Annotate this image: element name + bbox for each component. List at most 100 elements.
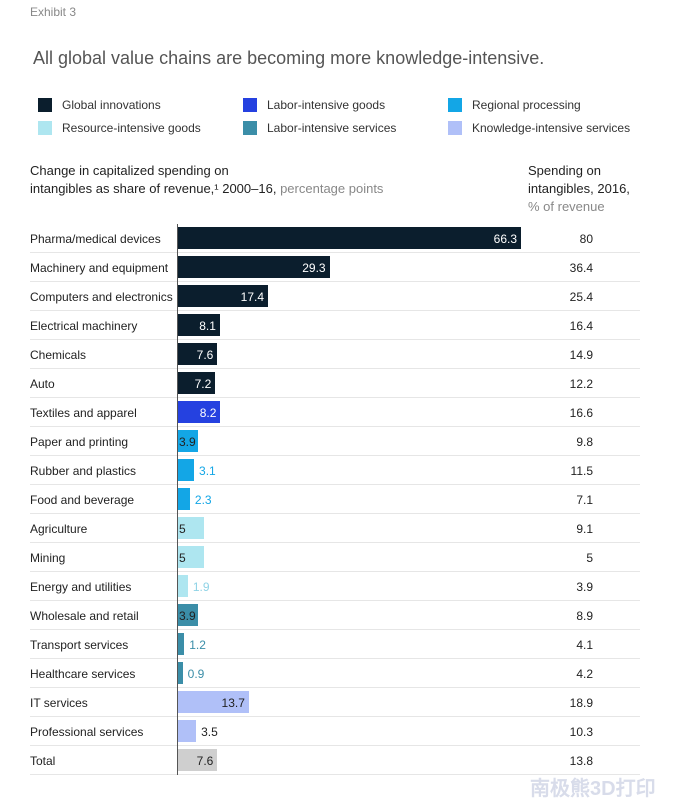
legend-label: Resource-intensive goods [62, 121, 201, 135]
chart-row: Agriculture 5 9.1 [30, 514, 640, 543]
chart-row: Machinery and equipment 29.3 36.4 [30, 253, 640, 282]
left-column-header: Change in capitalized spending on intang… [30, 162, 383, 198]
spending-value: 25.4 [569, 290, 593, 304]
category-label: Computers and electronics [30, 290, 173, 304]
spending-value: 18.9 [569, 696, 593, 710]
category-label: Mining [30, 551, 66, 565]
bar [178, 749, 218, 771]
right-header-line2: intangibles, 2016, [528, 181, 630, 196]
spending-value: 4.1 [576, 638, 593, 652]
bar [178, 633, 185, 655]
spending-value: 11.5 [570, 464, 593, 478]
chart-row: Computers and electronics 17.4 25.4 [30, 282, 640, 311]
chart-row: Textiles and apparel 8.2 16.6 [30, 398, 640, 427]
spending-value: 8.9 [576, 609, 593, 623]
chart-row: Transport services 1.2 4.1 [30, 630, 640, 659]
chart-rows: Pharma/medical devices 66.3 80 Machinery an… [30, 224, 640, 775]
bar [178, 517, 204, 539]
change-value-label: 8.2 [199, 406, 217, 420]
category-label: Machinery and equipment [30, 261, 169, 275]
chart-row: Healthcare services 0.9 4.2 [30, 659, 640, 688]
change-value-label: 1.9 [192, 580, 210, 594]
right-header-unit: % of revenue [528, 199, 605, 214]
category-label: Chemicals [30, 348, 87, 362]
right-header-line1: Spending on [528, 163, 602, 178]
legend-item: Regional processing [448, 98, 581, 112]
chart-row: Rubber and plastics 3.1 11.5 [30, 456, 640, 485]
spending-value: 7.1 [576, 493, 593, 507]
change-value-label: 5 [179, 522, 186, 536]
watermark: 南极熊3D打印 [530, 778, 656, 800]
spending-value: 9.8 [576, 435, 593, 449]
legend-label: Global innovations [62, 98, 161, 112]
legend-label: Knowledge-intensive services [472, 121, 631, 135]
bar [178, 314, 220, 336]
legend-swatch [448, 121, 462, 135]
bar [178, 720, 197, 742]
change-value-label: 3.5 [201, 725, 218, 739]
legend-item: Global innovations [38, 98, 161, 112]
category-label: Auto [30, 377, 55, 391]
change-value-label: 17.4 [240, 290, 265, 304]
change-value-label: 7.2 [194, 377, 212, 391]
exhibit-label: Exhibit 3 [30, 5, 77, 19]
chart-row: Professional services 3.5 10.3 [30, 717, 640, 746]
left-header-line2: intangibles as share of revenue,¹ 2000–1… [30, 181, 277, 196]
chart-row: Pharma/medical devices 66.3 80 [30, 224, 640, 253]
chart-title: All global value chains are becoming mor… [33, 48, 545, 68]
chart-row: Auto 7.2 12.2 [30, 369, 640, 398]
spending-value: 36.4 [569, 261, 593, 275]
bar [178, 401, 221, 423]
category-label: Agriculture [30, 522, 88, 536]
legend-label: Labor-intensive services [267, 121, 397, 135]
chart-row: Chemicals 7.6 14.9 [30, 340, 640, 369]
bar [178, 372, 216, 394]
category-label: Rubber and plastics [30, 464, 137, 478]
category-label: Wholesale and retail [30, 609, 139, 623]
change-value-label: 7.6 [196, 754, 214, 768]
bar [178, 604, 199, 626]
legend-label: Regional processing [472, 98, 581, 112]
category-label: Transport services [30, 638, 129, 652]
spending-value: 14.9 [569, 348, 593, 362]
spending-value: 9.1 [576, 522, 593, 536]
spending-value: 3.9 [576, 580, 593, 594]
chart-row: Mining 5 5 [30, 543, 640, 572]
legend-swatch [243, 98, 257, 112]
spending-value: 10.3 [569, 725, 593, 739]
legend-item: Labor-intensive services [243, 121, 396, 135]
chart-row: Paper and printing 3.9 9.8 [30, 427, 640, 456]
legend-item: Knowledge-intensive services [448, 121, 630, 135]
legend-swatch [448, 98, 462, 112]
right-column-header: Spending on intangibles, 2016, % of reve… [528, 162, 630, 216]
bar [178, 546, 204, 568]
change-value-label: 3.9 [179, 435, 196, 449]
chart-row: IT services 13.7 18.9 [30, 688, 640, 717]
change-value-label: 7.6 [196, 348, 214, 362]
legend-swatch [243, 121, 257, 135]
spending-value: 12.2 [569, 377, 593, 391]
category-label: Total [30, 754, 56, 768]
category-label: Professional services [30, 725, 144, 739]
bar [178, 575, 188, 597]
category-label: Pharma/medical devices [30, 232, 161, 246]
bar [178, 691, 249, 713]
bar [178, 662, 183, 684]
legend-label: Labor-intensive goods [267, 98, 386, 112]
spending-value: 16.6 [569, 406, 593, 420]
legend-swatch [38, 98, 52, 112]
change-value-label: 8.1 [199, 319, 216, 333]
bar [178, 227, 521, 249]
baseline-axis [177, 224, 178, 775]
category-label: Energy and utilities [30, 580, 132, 594]
bar [178, 256, 330, 278]
chart-row: Wholesale and retail 3.9 8.9 [30, 601, 640, 630]
category-label: Healthcare services [30, 667, 136, 681]
category-label: Textiles and apparel [30, 406, 137, 420]
legend-swatch [38, 121, 52, 135]
change-value-label: 66.3 [493, 232, 517, 246]
change-value-label: 2.3 [194, 493, 212, 507]
chart-row: Electrical machinery 8.1 16.4 [30, 311, 640, 340]
left-header-line1: Change in capitalized spending on [30, 163, 229, 178]
spending-value: 16.4 [569, 319, 593, 333]
